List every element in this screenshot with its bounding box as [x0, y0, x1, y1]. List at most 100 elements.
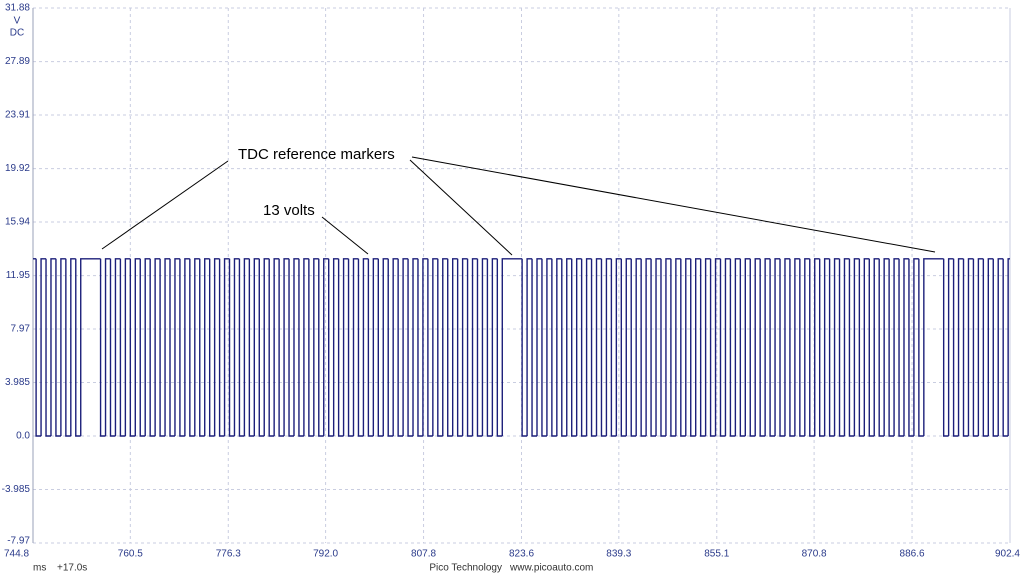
signal-segment: [754, 258, 761, 436]
signal-segment: [660, 258, 666, 437]
signal-segment: [55, 258, 61, 437]
signal-segment: [129, 258, 136, 437]
signal-segment: [164, 258, 171, 436]
signal-segment: [769, 258, 776, 437]
signal-segment: [263, 258, 270, 436]
signal-segment: [367, 258, 374, 437]
x-tick-label: 839.3: [606, 549, 631, 560]
signal-segment: [585, 258, 592, 436]
signal-segment: [551, 258, 557, 437]
signal-segment: [699, 258, 706, 437]
signal-segment: [620, 258, 627, 437]
signal-segment: [828, 258, 835, 437]
signal-segment: [407, 258, 414, 437]
x-tick-label: 792.0: [313, 549, 338, 560]
signal-segment: [154, 258, 161, 436]
signal-segment: [704, 258, 711, 436]
signal-segment: [45, 258, 51, 437]
signal-segment: [447, 258, 453, 437]
signal-segment: [213, 258, 220, 436]
signal-segment: [352, 258, 359, 436]
signal-segment: [228, 258, 235, 437]
signal-segment: [571, 258, 577, 437]
leader-line: [409, 159, 513, 256]
signal-segment: [357, 258, 364, 437]
signal-layer: [33, 258, 1010, 437]
signal-segment: [362, 258, 369, 436]
signal-segment: [501, 258, 523, 436]
signal-segment: [149, 258, 156, 437]
signal-segment: [729, 258, 736, 437]
signal-segment: [893, 258, 900, 436]
signal-segment: [774, 258, 781, 436]
signal-segment: [402, 258, 409, 436]
footer-url: www.picoauto.com: [509, 563, 593, 574]
signal-segment: [432, 258, 438, 436]
signal-segment: [70, 258, 76, 436]
signal-segment: [635, 258, 642, 436]
signal-segment: [838, 258, 845, 437]
signal-segment: [546, 258, 552, 436]
signal-segment: [694, 258, 701, 436]
label-layer: 31.88 27.89 23.91 19.92 15.94 11.95 7.97 3.985 0…: [2, 3, 1021, 560]
signal-segment: [223, 258, 230, 436]
x-tick-label: 776.3: [216, 549, 241, 560]
signal-segment: [372, 258, 379, 436]
signal-segment: [655, 258, 661, 436]
signal-segment: [427, 258, 433, 437]
signal-segment: [491, 258, 498, 436]
signal-segment: [496, 258, 503, 437]
signal-segment: [680, 258, 686, 437]
signal-segment: [670, 258, 676, 437]
signal-segment: [273, 258, 280, 436]
signal-segment: [1007, 258, 1010, 436]
signal-segment: [918, 258, 924, 437]
signal-segment: [328, 258, 334, 437]
signal-segment: [397, 258, 404, 437]
y-tick-label: -3.985: [2, 484, 31, 495]
x-tick-label: 855.1: [704, 549, 729, 560]
signal-segment: [843, 258, 850, 436]
signal-segment: [566, 258, 572, 436]
signal-segment: [556, 258, 562, 436]
signal-segment: [759, 258, 766, 437]
signal-segment: [75, 258, 81, 437]
x-tick-label: 870.8: [802, 549, 827, 560]
signal-segment: [987, 258, 994, 436]
signal-segment: [417, 258, 423, 437]
signal-segment: [536, 258, 542, 436]
signal-segment: [134, 258, 141, 436]
signal-segment: [347, 258, 354, 437]
signal-segment: [1002, 258, 1009, 437]
signal-segment: [779, 258, 785, 437]
signal-segment: [471, 258, 478, 436]
signal-segment: [784, 258, 790, 436]
signal-segment: [878, 258, 885, 437]
signal-segment: [412, 258, 418, 436]
y-tick-label: 31.88: [5, 3, 30, 14]
signal-segment: [923, 258, 944, 436]
signal-segment: [814, 258, 820, 436]
signal-segment: [114, 258, 121, 436]
signal-segment: [818, 258, 825, 437]
signal-segment: [749, 258, 756, 437]
signal-segment: [942, 258, 949, 437]
signal-segment: [238, 258, 245, 437]
signal-segment: [392, 258, 399, 436]
signal-segment: [303, 258, 309, 436]
signal-segment: [318, 258, 324, 437]
y-tick-label: 27.89: [5, 56, 30, 67]
x-tick-label: 744.8: [4, 549, 29, 560]
x-tick-label: 760.5: [118, 549, 143, 560]
signal-segment: [442, 258, 448, 436]
signal-segment: [967, 258, 974, 436]
signal-segment: [833, 258, 840, 436]
signal-segment: [595, 258, 602, 436]
signal-segment: [253, 258, 260, 436]
signal-segment: [466, 258, 473, 437]
signal-segment: [486, 258, 493, 437]
signal-segment: [437, 258, 443, 437]
signal-segment: [323, 258, 329, 436]
signal-segment: [605, 258, 612, 436]
